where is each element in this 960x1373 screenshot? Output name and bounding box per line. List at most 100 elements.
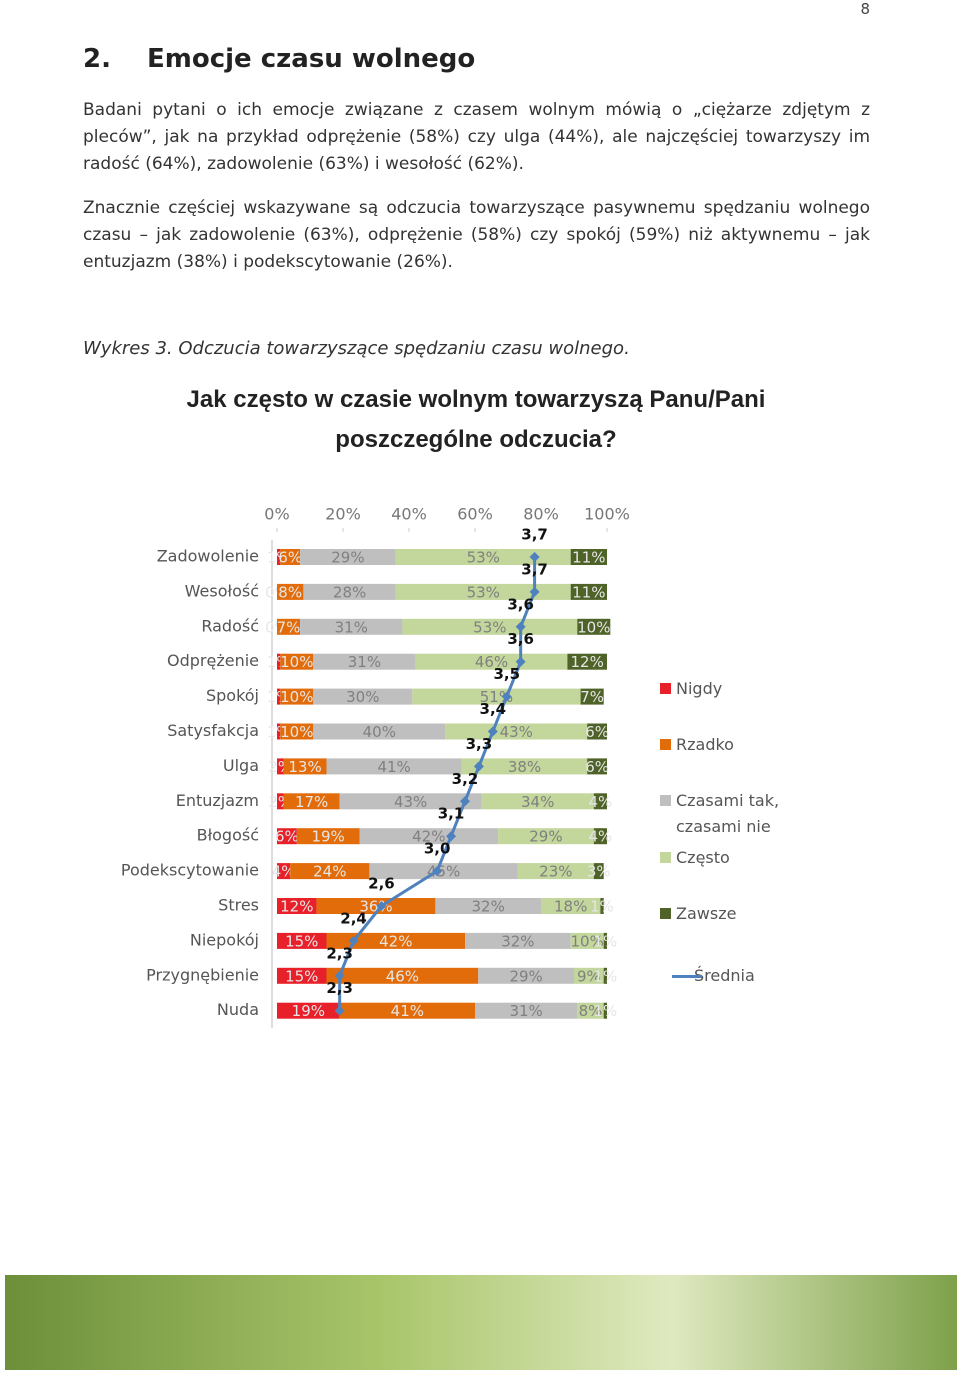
data-label: 6% bbox=[585, 723, 609, 741]
data-label: 43% bbox=[394, 793, 427, 811]
category-label: Radość bbox=[201, 616, 259, 635]
mean-marker bbox=[515, 656, 526, 667]
bar-segment bbox=[280, 549, 301, 565]
x-tick-label: 60% bbox=[457, 505, 493, 524]
bar-segment bbox=[283, 758, 327, 775]
bar-segment bbox=[296, 828, 360, 845]
data-label: 32% bbox=[501, 932, 534, 950]
legend-label: Zawsze bbox=[676, 904, 737, 923]
data-label: 10% bbox=[280, 723, 313, 741]
data-label: 10% bbox=[571, 932, 604, 950]
bar-segment bbox=[587, 723, 607, 740]
bar-segment bbox=[277, 898, 317, 914]
legend-entry: Nigdy bbox=[660, 676, 796, 702]
data-label: 29% bbox=[509, 967, 542, 985]
bar-segment bbox=[277, 549, 281, 565]
legend-entry: Często bbox=[660, 845, 796, 871]
bar-segment bbox=[580, 688, 604, 705]
bar-segment bbox=[277, 828, 297, 845]
legend-entry: Rzadko bbox=[660, 732, 796, 758]
legend-swatch bbox=[660, 683, 671, 694]
legend-label: Średnia bbox=[694, 966, 755, 985]
data-label: 10% bbox=[280, 653, 313, 671]
mean-label: 3,1 bbox=[438, 805, 465, 823]
mean-marker bbox=[334, 970, 345, 981]
bar-segment bbox=[593, 863, 604, 880]
bar-segment bbox=[313, 688, 413, 705]
bar-segment bbox=[574, 967, 604, 984]
mean-marker bbox=[487, 726, 498, 737]
bar-segment bbox=[283, 793, 340, 810]
bar-segment bbox=[277, 618, 301, 635]
data-label: 28% bbox=[333, 583, 366, 601]
bar-segment bbox=[359, 828, 499, 845]
bar-segment bbox=[277, 653, 281, 670]
bar-segment bbox=[593, 828, 607, 845]
category-label: Odprężenie bbox=[167, 651, 259, 670]
data-label: 11% bbox=[572, 549, 605, 567]
data-label: 3% bbox=[587, 863, 611, 881]
bar-segment bbox=[277, 967, 327, 984]
data-label: 12% bbox=[280, 898, 313, 916]
mean-label: 3,4 bbox=[480, 700, 507, 718]
page-number: 8 bbox=[860, 0, 870, 18]
mean-label: 2,4 bbox=[340, 909, 367, 927]
data-label: 32% bbox=[472, 898, 505, 916]
mean-label: 3,3 bbox=[466, 735, 493, 753]
bar-segment bbox=[326, 758, 462, 775]
category-label: Podekscytowanie bbox=[121, 861, 259, 880]
bar-segment bbox=[593, 793, 607, 810]
data-label: 31% bbox=[335, 618, 368, 636]
bar-segment bbox=[300, 618, 403, 635]
mean-label: 3,7 bbox=[521, 560, 548, 578]
mean-marker bbox=[501, 691, 512, 702]
x-tick-label: 100% bbox=[584, 505, 630, 524]
bar-segment bbox=[316, 898, 436, 914]
chart-title: Jak często w czasie wolnym towarzyszą Pa… bbox=[186, 386, 766, 453]
bar-segment bbox=[478, 967, 574, 984]
data-label: 19% bbox=[311, 828, 344, 846]
bar-segment bbox=[600, 898, 604, 914]
mean-label: 3,6 bbox=[507, 630, 534, 648]
mean-marker bbox=[432, 866, 443, 877]
mean-marker bbox=[446, 831, 457, 842]
bar-segment bbox=[300, 549, 396, 565]
data-label: 6% bbox=[585, 758, 609, 776]
x-tick-label: 40% bbox=[391, 505, 427, 524]
data-label: 23% bbox=[539, 863, 572, 881]
legend-swatch bbox=[660, 852, 671, 863]
bar-segment bbox=[570, 549, 607, 565]
data-label: 19% bbox=[292, 1002, 325, 1020]
data-label: 18% bbox=[554, 898, 587, 916]
data-label: 31% bbox=[348, 653, 381, 671]
bar-segment bbox=[339, 793, 482, 810]
bar-segment bbox=[570, 932, 604, 949]
data-label: 36% bbox=[359, 898, 392, 916]
category-label: Niepokój bbox=[190, 930, 259, 949]
category-label: Nuda bbox=[217, 1000, 259, 1019]
data-label: 11% bbox=[572, 583, 605, 601]
bar-segment bbox=[567, 653, 607, 670]
bar-segment bbox=[603, 932, 607, 949]
data-label: 38% bbox=[508, 758, 541, 776]
data-label: 15% bbox=[285, 932, 318, 950]
data-label: 8% bbox=[278, 583, 302, 601]
mean-marker bbox=[348, 935, 359, 946]
mean-marker bbox=[529, 552, 540, 562]
data-label: 12% bbox=[571, 653, 604, 671]
data-label: 1% bbox=[593, 932, 617, 950]
data-label: 7% bbox=[580, 688, 604, 706]
data-label: 30% bbox=[346, 688, 379, 706]
data-label: 10% bbox=[577, 618, 610, 636]
bar-segment bbox=[277, 932, 327, 949]
data-label: 46% bbox=[475, 653, 508, 671]
bar-segment bbox=[277, 723, 281, 740]
data-label: 4% bbox=[589, 793, 613, 811]
bar-segment bbox=[280, 653, 314, 670]
data-label: 34% bbox=[521, 793, 554, 811]
bar-segment bbox=[326, 967, 479, 984]
bar-segment bbox=[277, 1002, 340, 1019]
data-label: 41% bbox=[391, 1002, 424, 1020]
paragraph: Badani pytani o ich emocje związane z cz… bbox=[83, 100, 870, 174]
